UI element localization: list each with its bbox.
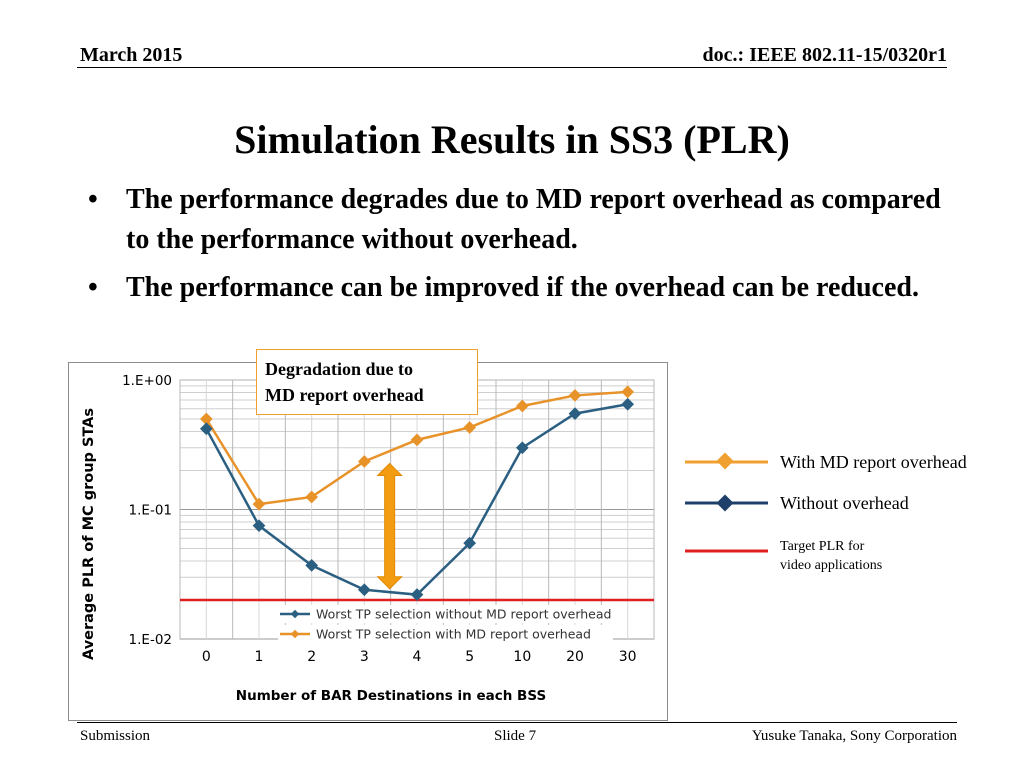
degradation-callout: Degradation due to MD report overhead bbox=[256, 349, 478, 415]
point-without-overhead bbox=[357, 583, 371, 597]
x-tick-label: 5 bbox=[465, 649, 474, 665]
legend-with-label: With MD report overhead bbox=[780, 452, 967, 472]
legend-label: Worst TP selection without MD report ove… bbox=[316, 607, 611, 622]
legend-with-diamond-icon bbox=[716, 452, 734, 470]
header-divider bbox=[77, 67, 947, 68]
legend-target-line-1: Target PLR for bbox=[780, 539, 865, 554]
footer-submission: Submission bbox=[80, 728, 151, 744]
point-without-overhead bbox=[463, 536, 477, 550]
legend-without-label: Without overhead bbox=[780, 493, 909, 513]
header-date: March 2015 bbox=[80, 44, 183, 66]
bullet-item: • The performance can be improved if the … bbox=[82, 268, 942, 308]
x-tick-label: 3 bbox=[360, 649, 369, 665]
bullet-text: The performance degrades due to MD repor… bbox=[126, 184, 941, 255]
plr-line-chart: 0 1 2 3 4 5 10 20 30 1.E+00 1.E-01 1.E-02 Worst TP … bbox=[81, 373, 655, 704]
x-tick-label: 2 bbox=[307, 649, 316, 665]
footer-divider bbox=[77, 722, 957, 723]
legend-bg bbox=[278, 605, 613, 623]
callout-line-1: Degradation due to bbox=[265, 359, 413, 379]
y-axis-label: Average PLR of MC group STAs bbox=[81, 408, 97, 660]
bullet-dot-icon: • bbox=[88, 272, 98, 303]
point-without-overhead bbox=[305, 559, 319, 572]
bullet-dot-icon: • bbox=[88, 184, 98, 215]
header-doc-id: doc.: IEEE 802.11-15/0320r1 bbox=[702, 44, 947, 66]
bullet-text: The performance can be improved if the o… bbox=[126, 272, 919, 303]
y-tick-label: 1.E-02 bbox=[129, 632, 172, 648]
slide-title: Simulation Results in SS3 (PLR) bbox=[234, 117, 790, 162]
point-without-overhead bbox=[410, 588, 424, 602]
footer-author: Yusuke Tanaka, Sony Corporation bbox=[751, 728, 957, 744]
legend-without-diamond-icon bbox=[716, 494, 734, 512]
legend-target-label: Target PLR for video applications bbox=[780, 537, 930, 575]
x-tick-label: 10 bbox=[513, 649, 531, 665]
point-with-overhead bbox=[410, 433, 424, 447]
x-tick-label: 0 bbox=[202, 649, 211, 665]
x-tick-label: 30 bbox=[619, 649, 637, 665]
y-tick-label: 1.E+00 bbox=[122, 373, 172, 389]
legend-label: Worst TP selection with MD report overhe… bbox=[316, 627, 591, 642]
callout-line-2: MD report overhead bbox=[265, 385, 424, 405]
point-with-overhead bbox=[357, 455, 371, 468]
x-axis-label: Number of BAR Destinations in each BSS bbox=[236, 688, 546, 704]
bullet-list: • The performance degrades due to MD repo… bbox=[82, 180, 942, 316]
footer-slide-number: Slide 7 bbox=[494, 728, 537, 744]
x-tick-label: 4 bbox=[413, 649, 422, 665]
legend-marker-icon bbox=[290, 629, 300, 639]
x-tick-label: 20 bbox=[566, 649, 584, 665]
y-tick-label: 1.E-01 bbox=[129, 503, 172, 519]
legend-target-line-2: video applications bbox=[780, 558, 883, 573]
x-tick-label: 1 bbox=[255, 649, 264, 665]
bullet-item: • The performance degrades due to MD repo… bbox=[82, 180, 942, 260]
legend-marker-icon bbox=[290, 609, 300, 619]
degradation-arrow-icon bbox=[376, 462, 403, 590]
point-without-overhead bbox=[515, 441, 529, 455]
point-without-overhead bbox=[199, 422, 213, 436]
legend-swatches bbox=[685, 452, 768, 553]
point-with-overhead bbox=[252, 497, 266, 511]
legend-bg bbox=[278, 625, 613, 643]
